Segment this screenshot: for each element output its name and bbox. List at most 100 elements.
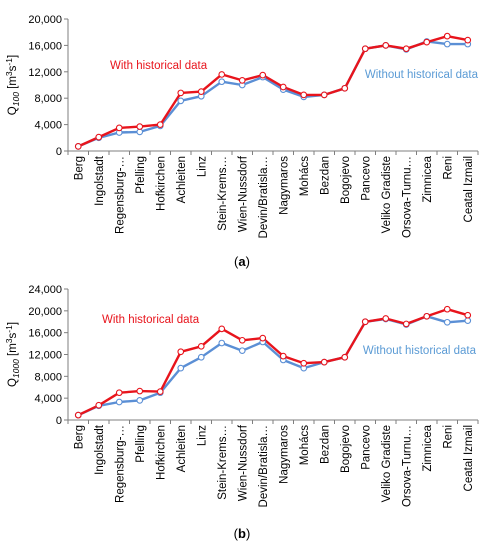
data-point-with-historical [95,133,103,141]
data-point-with-historical [177,89,185,97]
x-tick-label: Zimnicea [422,424,434,471]
x-tick-label: Pancevo [360,156,372,201]
y-tick-label: 8,000 [34,371,62,383]
y-axis-title: Q100 [m3s-1] [4,55,21,115]
data-point-with-historical [279,352,287,360]
data-point-without-historical [464,317,472,325]
data-point-with-historical [320,91,328,99]
x-tick-label: Veliko Gradiste [381,156,393,233]
data-point-with-historical [238,77,246,84]
data-point-with-historical [74,411,82,419]
data-point-without-historical [136,397,144,404]
y-tick-label: 8,000 [34,93,62,105]
data-point-with-historical [115,389,123,397]
y-axis-title-subscript: 100 [11,92,21,106]
data-point-without-historical [177,97,185,105]
y-tick-label: 16,000 [28,328,62,340]
y-tick-label: 4,000 [34,120,62,132]
data-point-with-historical [300,91,308,99]
data-point-with-historical [361,318,369,326]
x-tick-label: Stein-Krems… [217,156,229,231]
x-tick-label: Mohács [299,156,311,197]
x-tick-label: Bogojevo [340,156,352,204]
x-tick-label: Reni [442,425,454,449]
data-point-with-historical [464,36,472,44]
data-point-with-historical [238,336,246,344]
data-point-with-historical [382,42,390,49]
x-tick-label: Reni [442,156,454,180]
x-tick-label: Berg [73,425,85,449]
data-point-with-historical [402,320,410,328]
data-point-with-historical [136,387,144,395]
panel-label: (a) [234,254,250,269]
data-point-with-historical [156,121,164,128]
data-point-with-historical [279,83,287,91]
x-tick-label: Pfelling [135,156,147,194]
y-tick-label: 16,000 [28,40,62,52]
data-point-without-historical [197,353,205,361]
series-line-with-historical [77,35,469,148]
data-point-without-historical [238,347,246,355]
x-tick-label: Pancevo [360,425,372,470]
y-tick-label: 0 [56,146,62,158]
x-tick-label: Veliko Gradiste [381,425,393,502]
x-tick-label: Achleiten [176,156,188,203]
x-tick-label: Bogojevo [340,425,352,473]
x-tick-label: Achleiten [176,425,188,472]
panel-label-paren: ( [234,526,239,541]
panel-label-letter: b [238,526,246,541]
data-point-with-historical [341,353,349,361]
chart-panel-a: 0 4,000 8,000 12,000 16,000 20,000 Berg Ingolst… [4,14,479,269]
y-axis-title-units: [m [7,76,19,92]
data-point-with-historical [402,45,410,53]
x-tick-label: Ceatal Izmail [463,156,475,222]
x-tick-label: Stein-Krems… [217,425,229,500]
data-point-with-historical [443,305,451,313]
x-tick-label: Pfelling [135,425,147,463]
y-tick-label: 0 [56,415,62,427]
y-tick-label: 20,000 [28,14,62,26]
panel-label-paren: ( [234,254,239,269]
data-point-with-historical [341,84,349,92]
data-point-with-historical [177,348,185,356]
x-tick-label: Nagymaros [278,156,290,215]
y-tick-label: 12,000 [28,67,62,79]
data-point-with-historical [464,311,472,319]
data-point-with-historical [382,315,390,322]
y-axis-title-subscript: 1000 [11,359,21,378]
y-axis-title-units: [m [7,343,19,359]
x-tick-label: Zimnicea [422,155,434,202]
y-tick-label: 24,000 [28,284,62,296]
data-point-with-historical [74,143,82,150]
x-tick-label: Wien-Nussdorf [237,424,249,501]
series-annotation-without-historical: Without historical data [365,69,479,81]
data-point-with-historical [197,342,205,350]
y-axis-title-units: ] [7,322,19,325]
x-tick-label: Hofkirchen [155,425,167,480]
y-axis-title-superscript: -1 [4,58,14,66]
x-tick-label: Hofkirchen [155,156,167,211]
y-axis-title-units: s [7,332,19,338]
data-point-without-historical [177,364,185,372]
data-point-without-historical [443,318,451,326]
x-tick-label: Orsova-Turnu… [401,156,413,238]
data-point-with-historical [95,401,103,409]
data-point-without-historical [218,339,226,347]
x-tick-label: Berg [73,156,85,180]
y-axis-title-units: s [7,65,19,71]
data-point-without-historical [443,40,451,48]
series-annotation-with-historical: With historical data [102,314,200,326]
series-annotation-without-historical: Without historical data [363,345,477,357]
y-axis-title-units: ] [7,55,19,58]
data-point-with-historical [423,38,431,46]
x-tick-label: Regensburg-… [114,425,126,503]
series-annotation-with-historical: With historical data [110,60,208,72]
data-point-with-historical [300,359,308,367]
x-tick-label: Ingolstadt [94,155,106,206]
x-tick-label: Devin/Bratisla… [258,425,270,507]
series-line-with-historical [77,308,469,417]
chart-panel-b: 0 4,000 8,000 12,000 16,000 20,000 24,000 Berg I… [4,284,479,541]
y-axis-title-base: Q [7,106,19,115]
panel-label: (b) [234,526,251,541]
